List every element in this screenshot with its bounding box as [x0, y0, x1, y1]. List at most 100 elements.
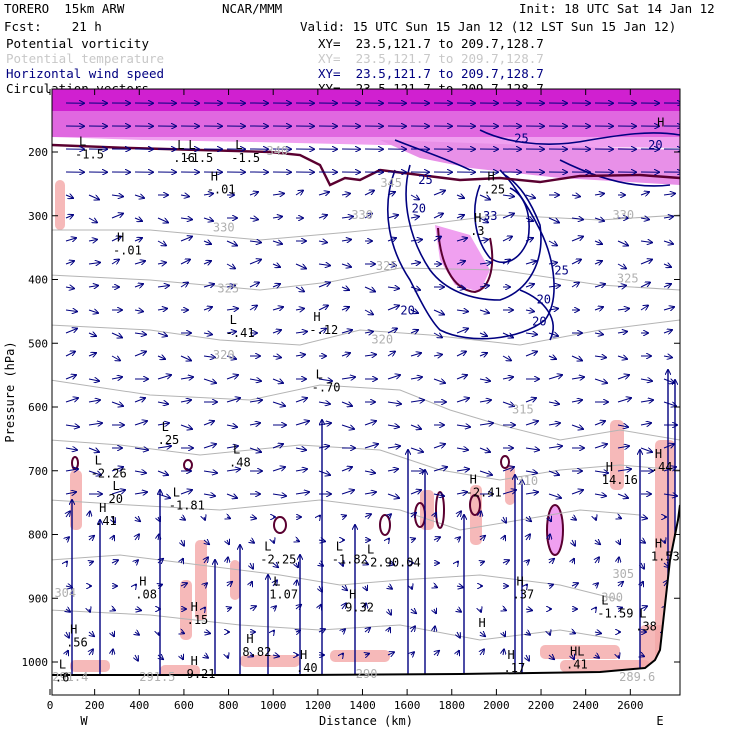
- circulation-vector: [433, 494, 444, 496]
- circulation-vector: [65, 469, 78, 471]
- circulation-vector: [88, 353, 96, 356]
- circulation-vector: [572, 559, 574, 563]
- x-tick-label: 1600: [394, 699, 421, 712]
- circulation-vector: [571, 400, 582, 402]
- circulation-vector: [502, 195, 514, 197]
- circulation-vector: [365, 586, 367, 590]
- circulation-vector: [410, 310, 418, 313]
- wind-speed-label: 25: [514, 131, 528, 145]
- circulation-vector: [594, 494, 606, 496]
- circulation-vector: [65, 329, 77, 334]
- circulation-vector: [433, 237, 441, 242]
- pv-low-patch: [70, 470, 82, 530]
- circulation-vector: [572, 632, 575, 633]
- circulation-vector: [89, 632, 94, 636]
- legend-theta-label: Potential temperature: [6, 51, 165, 66]
- circulation-vector: [503, 632, 505, 636]
- circulation-vector: [272, 401, 285, 406]
- circulation-vector: [503, 516, 506, 523]
- circulation-vector: [272, 356, 281, 358]
- theta-label: 291.4: [52, 670, 88, 684]
- circulation-vector: [341, 353, 350, 356]
- circulation-vector: [342, 629, 345, 632]
- wind-speed-label: 25: [418, 173, 432, 187]
- circulation-vector: [250, 655, 253, 656]
- circulation-vector: [342, 654, 343, 655]
- circulation-vector: [640, 517, 647, 518]
- circulation-vector: [502, 356, 511, 361]
- circulation-vector: [525, 471, 537, 473]
- circulation-vector: [594, 356, 606, 358]
- circulation-vector: [594, 307, 603, 310]
- circulation-vector: [272, 444, 283, 448]
- circulation-vector: [618, 655, 619, 658]
- extremum-value: -.01: [113, 243, 142, 257]
- circulation-vector: [273, 631, 274, 632]
- circulation-vector: [456, 375, 467, 379]
- circulation-vector: [456, 448, 468, 450]
- circulation-vector: [434, 586, 437, 587]
- circulation-vector: [457, 537, 460, 540]
- theta-label: 291.5: [139, 670, 175, 684]
- circulation-vector: [157, 446, 171, 448]
- circulation-vector: [525, 238, 533, 241]
- circulation-vector: [272, 467, 285, 472]
- extremum-marker: L: [188, 138, 195, 152]
- x-tick-label: 1400: [349, 699, 376, 712]
- circulation-vector: [618, 517, 621, 518]
- circulation-vector: [88, 310, 98, 313]
- theta-contour: [52, 267, 680, 291]
- circulation-vector: [525, 284, 534, 287]
- circulation-vector: [181, 559, 183, 563]
- extremum-marker: H: [655, 447, 662, 461]
- theta-label: 325: [217, 281, 239, 295]
- circulation-vector: [365, 628, 370, 632]
- circulation-vector: [571, 260, 581, 265]
- pv-low-patch: [505, 465, 515, 505]
- circulation-vector: [341, 330, 352, 333]
- circulation-vector: [387, 215, 398, 218]
- circulation-vector: [548, 263, 557, 265]
- circulation-vector: [456, 261, 465, 264]
- extremum-value: -.01: [207, 183, 236, 197]
- x-tick-label: 0: [47, 699, 54, 712]
- circulation-vector: [65, 492, 76, 494]
- circulation-vector: [571, 425, 583, 429]
- circulation-vector: [227, 608, 231, 609]
- circulation-vector: [456, 238, 467, 241]
- extremum-marker: H: [139, 575, 146, 589]
- circulation-vector: [525, 195, 535, 198]
- theta-contour: [52, 609, 621, 641]
- circulation-vector: [272, 307, 283, 310]
- circulation-vector: [618, 540, 620, 544]
- extremum-marker: H: [655, 536, 662, 550]
- circulation-vector: [526, 585, 527, 586]
- circulation-vector: [457, 609, 461, 612]
- x-tick-label: 800: [219, 699, 239, 712]
- extremum-marker: H: [470, 473, 477, 487]
- circulation-vector: [180, 583, 187, 586]
- circulation-vector: [433, 214, 443, 219]
- circulation-vector: [249, 260, 261, 265]
- theta-label: 325: [617, 272, 639, 286]
- extremum-marker: L: [177, 138, 184, 152]
- circulation-vector: [318, 264, 330, 266]
- extremum-value: -.70: [312, 380, 341, 394]
- extremum-marker: H: [300, 648, 307, 662]
- circulation-vector: [387, 329, 397, 334]
- extremum-value: -2.41: [466, 486, 502, 500]
- circulation-vector: [250, 540, 254, 543]
- circulation-vector: [548, 286, 560, 288]
- circulation-vector: [111, 377, 122, 379]
- circulation-vector: [571, 237, 583, 242]
- circulation-vector: [456, 215, 464, 218]
- theta-label: 304: [54, 586, 76, 600]
- circulation-vector: [65, 398, 78, 403]
- circulation-vector: [617, 494, 628, 498]
- extremum-value: 9.21: [187, 667, 216, 681]
- circulation-vector: [640, 283, 650, 288]
- circulation-vector: [410, 490, 421, 494]
- extremum-marker: H: [211, 170, 218, 184]
- circulation-vector: [249, 192, 258, 195]
- circulation-vector: [641, 562, 644, 569]
